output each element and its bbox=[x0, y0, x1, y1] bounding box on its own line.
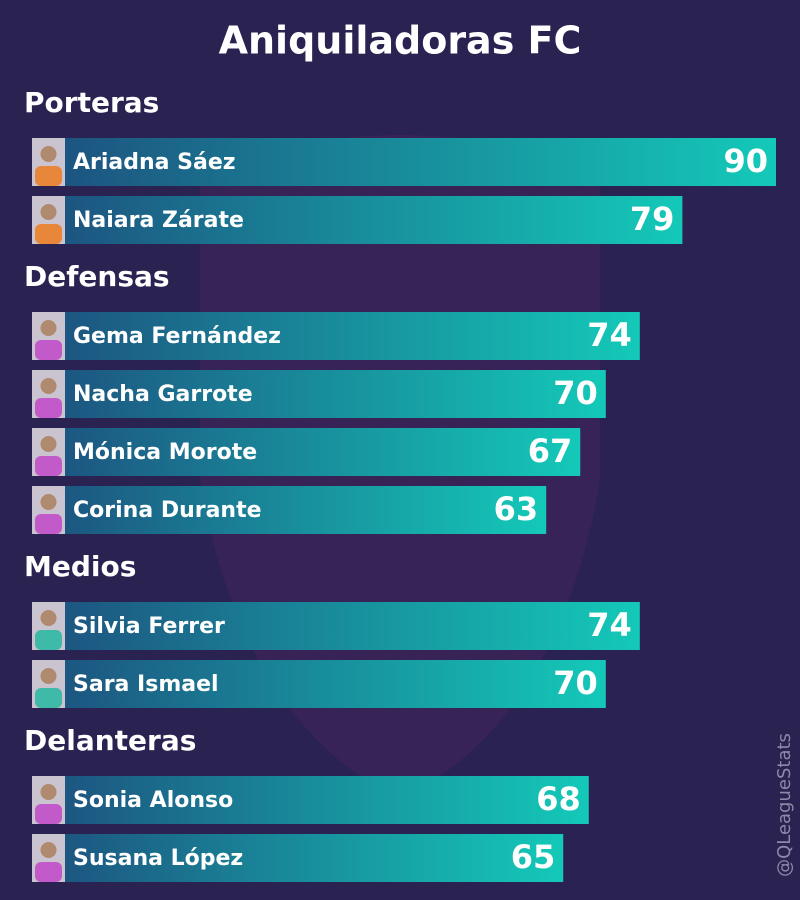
player-jersey bbox=[35, 456, 62, 476]
player-name: Naiara Zárate bbox=[73, 208, 244, 233]
value-label: 74 bbox=[587, 606, 632, 644]
bar bbox=[32, 312, 640, 360]
player-name: Sonia Alonso bbox=[73, 788, 233, 813]
bar bbox=[32, 428, 581, 476]
value-label: 79 bbox=[630, 200, 675, 238]
bar bbox=[32, 138, 776, 186]
group-label: Defensas bbox=[24, 260, 170, 293]
player-jersey bbox=[35, 340, 62, 360]
bar bbox=[32, 196, 683, 244]
value-label: 70 bbox=[553, 374, 598, 412]
player-head bbox=[40, 842, 57, 858]
bar bbox=[32, 486, 547, 534]
player-head bbox=[40, 668, 57, 684]
player-name: Gema Fernández bbox=[73, 324, 281, 349]
value-label: 63 bbox=[494, 490, 539, 528]
group-label: Porteras bbox=[24, 86, 159, 119]
value-label: 68 bbox=[536, 780, 581, 818]
bar bbox=[32, 834, 564, 882]
group-label: Delanteras bbox=[24, 724, 196, 757]
player-jersey bbox=[35, 804, 62, 824]
credit: @QLeagueStats bbox=[774, 733, 795, 877]
value-label: 90 bbox=[723, 142, 768, 180]
value-label: 65 bbox=[511, 838, 556, 876]
player-jersey bbox=[35, 224, 62, 244]
value-label: 67 bbox=[528, 432, 573, 470]
player-head bbox=[40, 436, 57, 452]
player-name: Silvia Ferrer bbox=[73, 614, 225, 639]
player-jersey bbox=[35, 630, 62, 650]
player-head bbox=[40, 146, 57, 162]
player-head bbox=[40, 784, 57, 800]
player-jersey bbox=[35, 166, 62, 186]
player-jersey bbox=[35, 688, 62, 708]
bar bbox=[32, 660, 606, 708]
bar bbox=[32, 370, 606, 418]
chart-title: Aniquiladoras FC bbox=[219, 19, 582, 63]
player-name: Corina Durante bbox=[73, 498, 262, 523]
value-label: 74 bbox=[587, 316, 632, 354]
player-name: Nacha Garrote bbox=[73, 382, 253, 407]
bar bbox=[32, 776, 589, 824]
bar bbox=[32, 602, 640, 650]
player-jersey bbox=[35, 514, 62, 534]
value-label: 70 bbox=[553, 664, 598, 702]
player-head bbox=[40, 204, 57, 220]
player-head bbox=[40, 378, 57, 394]
player-name: Mónica Morote bbox=[73, 440, 257, 465]
player-head bbox=[40, 494, 57, 510]
group-label: Medios bbox=[24, 550, 136, 583]
player-jersey bbox=[35, 862, 62, 882]
player-head bbox=[40, 610, 57, 626]
player-head bbox=[40, 320, 57, 336]
player-jersey bbox=[35, 398, 62, 418]
player-name: Sara Ismael bbox=[73, 672, 219, 697]
player-name: Susana López bbox=[73, 846, 243, 871]
player-name: Ariadna Sáez bbox=[73, 150, 236, 175]
